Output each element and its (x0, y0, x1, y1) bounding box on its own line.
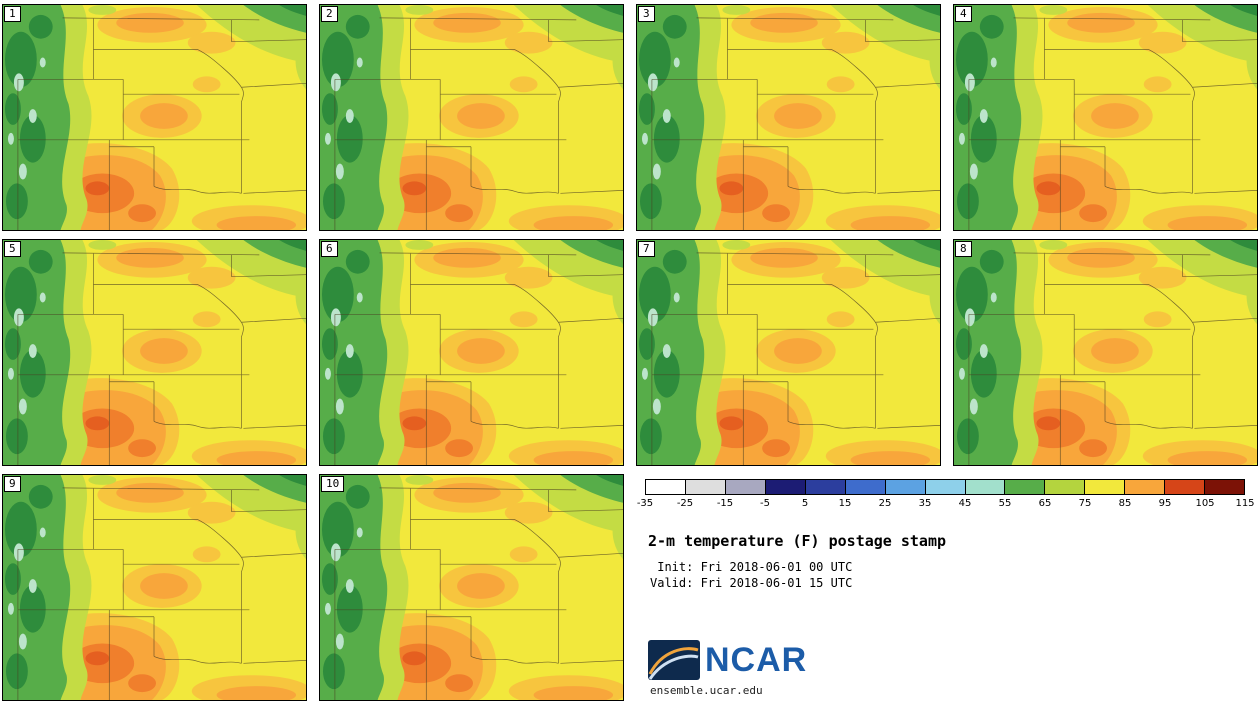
colorbar-segment (965, 480, 1006, 494)
colorbar-tick-label: 5 (801, 498, 809, 509)
member-number-badge: 3 (638, 6, 655, 22)
colorbar-tick-label: -5 (760, 498, 770, 509)
colorbar-tick-label: 85 (1118, 498, 1132, 509)
colorbar-segment (845, 480, 886, 494)
ensemble-member-panel: 3 (636, 4, 941, 231)
ensemble-member-panel: 4 (953, 4, 1258, 231)
colorbar-tick-label: -25 (676, 498, 694, 509)
colorbar-tick-label: 45 (958, 498, 972, 509)
ensemble-member-panel: 2 (319, 4, 624, 231)
colorbar-segment (885, 480, 926, 494)
ensemble-member-panel: 6 (319, 239, 624, 466)
member-number-badge: 10 (321, 476, 345, 492)
colorbar-tick-label: -35 (636, 498, 654, 509)
figure-title: 2-m temperature (F) postage stamp (648, 532, 947, 550)
temperature-map (954, 240, 1257, 465)
ensemble-member-panel: 8 (953, 239, 1258, 466)
colorbar-segment (1165, 480, 1206, 494)
member-number-badge: 6 (321, 241, 338, 257)
temperature-map (3, 475, 306, 700)
member-number-badge: 7 (638, 241, 655, 257)
temperature-map (320, 240, 623, 465)
ncar-logo-text: NCAR (705, 641, 808, 679)
colorbar-tick-row: -35 -25 -15 -5 5 15 25 35 45 55 65 75 85 95 105 115 (637, 498, 1255, 512)
colorbar-tick-label: 105 (1195, 498, 1215, 509)
colorbar-tick-label: 75 (1078, 498, 1092, 509)
colorbar-segment (765, 480, 806, 494)
colorbar-tick-label: 55 (998, 498, 1012, 509)
member-number-badge: 2 (321, 6, 338, 22)
colorbar-tick-label: 95 (1158, 498, 1172, 509)
temperature-map (320, 5, 623, 230)
colorbar-tick-label: 65 (1038, 498, 1052, 509)
colorbar-tick-label: 35 (918, 498, 932, 509)
ensemble-member-panel: 1 (2, 4, 307, 231)
colorbar-tick-label: -15 (716, 498, 734, 509)
colorbar-segments (645, 479, 1245, 495)
member-number-badge: 8 (955, 241, 972, 257)
temperature-map (3, 240, 306, 465)
ncar-logo: NCAR (648, 640, 807, 680)
ensemble-member-panel: 9 (2, 474, 307, 701)
colorbar-segment (646, 480, 686, 494)
temperature-map (320, 475, 623, 700)
colorbar-segment (685, 480, 726, 494)
temperature-map (637, 240, 940, 465)
colorbar-segment (725, 480, 766, 494)
colorbar-segment (1045, 480, 1086, 494)
init-time: Init: Fri 2018-06-01 00 UTC (650, 560, 853, 574)
member-number-badge: 4 (955, 6, 972, 22)
site-url[interactable]: ensemble.ucar.edu (650, 684, 763, 697)
colorbar-segment (1205, 480, 1245, 494)
colorbar-segment (1085, 480, 1126, 494)
valid-time: Valid: Fri 2018-06-01 15 UTC (650, 576, 853, 590)
member-number-badge: 9 (4, 476, 21, 492)
colorbar-segment (925, 480, 966, 494)
member-number-badge: 1 (4, 6, 21, 22)
colorbar-segment (805, 480, 846, 494)
ncar-logo-icon (648, 640, 700, 680)
temperature-map (3, 5, 306, 230)
ensemble-member-panel: 7 (636, 239, 941, 466)
colorbar-tick-label: 115 (1235, 498, 1255, 509)
temperature-map (637, 5, 940, 230)
legend-info-area: -35 -25 -15 -5 5 15 25 35 45 55 65 75 85 95 105 115 2-m… (636, 474, 1256, 701)
temperature-map (954, 5, 1257, 230)
ensemble-member-panel: 5 (2, 239, 307, 466)
colorbar-tick-label: 15 (838, 498, 852, 509)
colorbar-segment (1125, 480, 1166, 494)
ensemble-member-panel: 10 (319, 474, 624, 701)
member-number-badge: 5 (4, 241, 21, 257)
colorbar-segment (1005, 480, 1046, 494)
colorbar: -35 -25 -15 -5 5 15 25 35 45 55 65 75 85 95 105 115 (637, 479, 1255, 515)
colorbar-tick-label: 25 (878, 498, 892, 509)
